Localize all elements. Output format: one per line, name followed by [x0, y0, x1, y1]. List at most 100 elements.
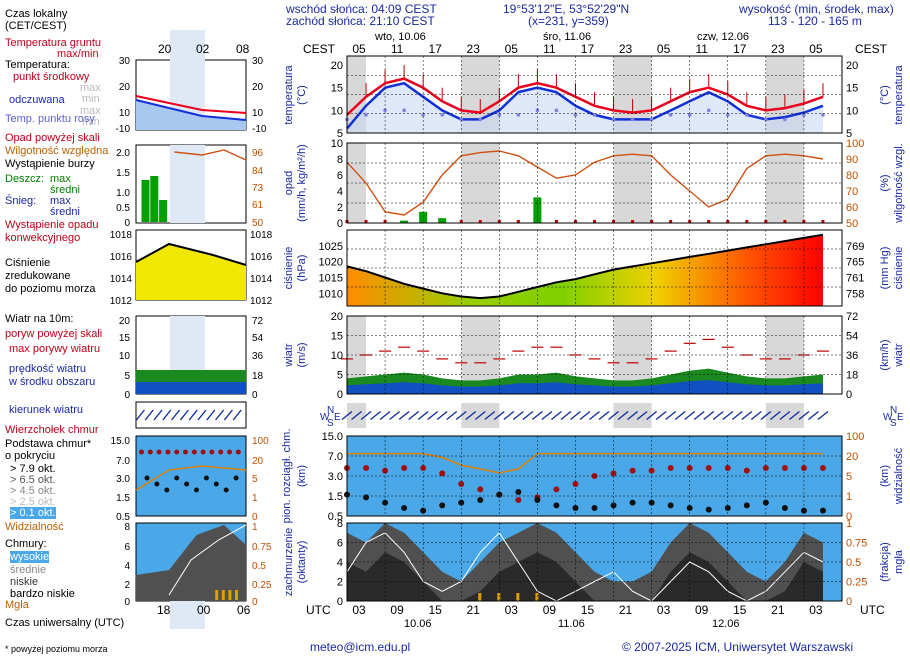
left-tick-cover: 8	[337, 518, 343, 530]
legend-cloud-base2: o pokryciu	[5, 450, 56, 462]
legend-temp-mid: punkt środkowy	[13, 71, 90, 83]
day-top-2: śro, 11.06	[543, 31, 592, 43]
legend-felt-max: max	[80, 105, 101, 117]
legend-local-tick-1: 20	[158, 42, 172, 56]
axis-press-label: ciśnienie	[283, 247, 295, 290]
legend-wind-title: Wiatr na 10m:	[5, 313, 74, 325]
cloud-base-dot	[401, 505, 408, 511]
wind-area-core	[347, 380, 823, 394]
legend-right-tick: 1	[252, 493, 258, 504]
utc-tick: 09	[695, 603, 709, 617]
cloud-base-dot	[781, 505, 788, 511]
legend-humidity-line	[174, 149, 247, 161]
legend-local-time2: (CET/CEST)	[5, 20, 67, 32]
legend-cloud-top-dot	[156, 449, 162, 455]
wind-dir-arrow	[617, 410, 629, 421]
dew-point-dot	[554, 108, 559, 113]
cloud-top-dot	[591, 473, 598, 479]
wind-dir-arrow	[522, 410, 534, 421]
legend-right-tick: 1016	[250, 252, 273, 263]
legend-left-tick: 0.5	[116, 512, 130, 523]
cloud-top-dot	[819, 465, 826, 471]
legend-cloud-base: Podstawa chmur*	[5, 438, 92, 450]
legend-gust-over: poryw powyżej skali	[5, 328, 103, 340]
wind-dir-arrow	[684, 410, 696, 421]
wind-dir-arrow	[541, 410, 553, 421]
wind-dir-arrow	[731, 410, 743, 421]
legend-temp-min: min	[82, 93, 100, 105]
right-tick-precip: 50	[846, 218, 858, 230]
legend-right-tick: 0	[252, 390, 258, 401]
legend-cloud-top-dot	[218, 449, 224, 455]
right-tick-temp: 20	[846, 60, 858, 72]
axis-cloud-unit: (km)	[296, 465, 308, 487]
email-link[interactable]: meteo@icm.edu.pl	[310, 640, 411, 654]
utc-right: UTC	[860, 603, 885, 617]
right-tick-cloud: 1	[846, 491, 852, 503]
legend-cloud-base-dot	[184, 481, 190, 487]
legend-precip-bar	[141, 180, 150, 222]
axis-r-press-label: ciśnienie	[893, 247, 905, 290]
legend-cl-low: niskie	[10, 576, 39, 588]
wind-dir-arrow	[817, 410, 829, 421]
legend-cloud-top: Wierzchołek chmur	[5, 424, 99, 436]
legend-pressure-line	[135, 242, 247, 266]
right-tick-wind: 36	[846, 350, 858, 362]
wind-dir-arrow	[351, 410, 362, 421]
legend-okt3: > 4.5 okt.	[10, 485, 56, 497]
day-bottom-3: 12.06	[712, 618, 740, 630]
precip-marker	[783, 220, 787, 223]
cloud-base-dot	[477, 497, 484, 503]
dew-point-dot	[783, 117, 787, 122]
legend-precip-conv: konwekcyjnego	[5, 232, 81, 244]
cest-tick: 23	[619, 42, 633, 56]
cloud-base-dot	[762, 499, 769, 506]
left-tick-press: 1015	[319, 273, 343, 285]
legend-precip-occ: Wystąpienie opadu	[5, 219, 99, 231]
legend-visibility-line	[135, 465, 247, 491]
legend-wind-area: w środku obszaru	[9, 376, 96, 388]
utc-tick: 21	[771, 603, 785, 617]
wind-dir-arrow	[760, 410, 772, 421]
day-top-1: wto, 10.06	[375, 31, 426, 43]
right-tick-wind: 72	[846, 311, 858, 323]
dew-point-dot	[764, 117, 768, 122]
right-tick-wind: 18	[846, 370, 858, 382]
legend-right-tick: -10	[252, 124, 267, 135]
wind-dir-arrow	[655, 410, 667, 421]
legend-wind-arrow	[162, 409, 172, 421]
right-tick-press: 761	[846, 273, 864, 285]
visibility-line	[347, 452, 823, 474]
axis-r-hum-unit: (%)	[879, 174, 891, 191]
dew-point-dot	[364, 113, 368, 117]
legend-humidity: Wilgotność względna	[5, 145, 109, 157]
legend-precip-over: Opad powyżej skali	[5, 132, 100, 144]
legend-left-tick: 1.5	[116, 493, 130, 504]
legend-right-tick: 0.25	[252, 580, 272, 591]
fog-bar	[497, 593, 501, 601]
dew-point-dot	[611, 117, 616, 122]
left-tick-temp: 20	[331, 60, 343, 72]
main-panels	[347, 56, 842, 601]
precip-bar	[533, 197, 542, 223]
right-tick-wind: 0	[846, 389, 852, 401]
legend-cloud-base-dot	[174, 475, 180, 481]
coords-text: 19°53'12"E, 53°52'29"N	[503, 2, 630, 16]
left-tick-temp: 10	[331, 105, 343, 117]
cloud-base-dot	[629, 499, 636, 506]
legend-gust-max: max porywy wiatru	[9, 343, 101, 355]
legend-right-tick: 1012	[250, 296, 273, 307]
wind-dir-arrow	[808, 410, 819, 421]
legend-fog-bar	[221, 590, 225, 600]
precip-marker	[612, 220, 616, 223]
legend-left-tick: 8	[124, 522, 130, 533]
legend-cloud-base-dot	[144, 475, 150, 481]
wind-dir-arrow	[512, 410, 524, 421]
legend-left-tick: 1012	[110, 296, 133, 307]
dew-point-dot	[383, 108, 387, 113]
utc-tick: 21	[467, 603, 481, 617]
legend-left-tick: 0	[124, 597, 130, 608]
precip-marker	[364, 220, 368, 223]
wind-dir-arrow	[608, 410, 619, 421]
